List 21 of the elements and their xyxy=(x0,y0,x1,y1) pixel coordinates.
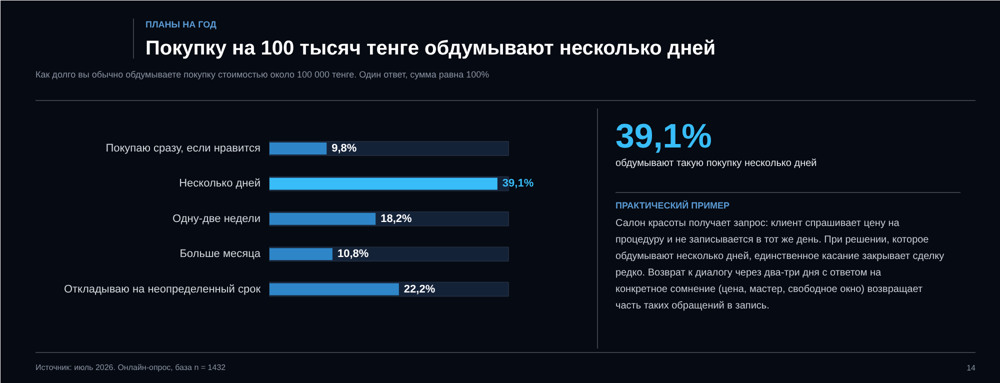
text: 14 xyxy=(966,364,976,372)
text: обдумывают такую покупку несколько дней xyxy=(616,158,817,169)
text: ПЛАНЫ НА ГОД xyxy=(146,20,217,30)
text: ПРАКТИЧЕСКИЙ ПРИМЕР xyxy=(616,200,730,210)
y-tick-label: Покупаю сразу, если нравится xyxy=(106,142,261,154)
data-label: 10,8% xyxy=(337,248,369,260)
bar xyxy=(270,142,327,154)
chart-title: Покупку на 100 тысяч тенге обдумывают несколько дней xyxy=(146,38,716,60)
y-tick-label: Откладываю на неопределенный срок xyxy=(64,283,261,296)
y-tick-label: Больше месяца xyxy=(180,248,262,260)
data-label: 18,2% xyxy=(380,212,412,225)
text: Источник: июль 2026. Онлайн-опрос, база n = 1432 xyxy=(36,363,226,372)
chart-subtitle: Как долго вы обычно обдумываете покупку стоимостью около 100 000 тенге. Один ответ, сумма равна 100% xyxy=(36,70,490,80)
y-tick-label: Несколько дней xyxy=(179,178,260,190)
data-label: 22,2% xyxy=(404,283,436,296)
y-tick-label: Одну-две недели xyxy=(172,212,260,225)
bar xyxy=(270,248,332,260)
text: 39,1% xyxy=(616,118,712,156)
data-label: 39,1% xyxy=(502,178,534,190)
data-label: 9,8% xyxy=(332,142,357,154)
text: Салон красоты получает запрос: клиент спрашивает цену на процедуру и не записывается в тот же день. При решении, которое обдумывают несколько дней, единственное касание закрывает сделку редко. Возврат к диалогу через два-три дня с ответом на конкретное сомнение (цена, мастер, свободное окно) возвращает часть таких обращений в запись. xyxy=(616,218,944,312)
